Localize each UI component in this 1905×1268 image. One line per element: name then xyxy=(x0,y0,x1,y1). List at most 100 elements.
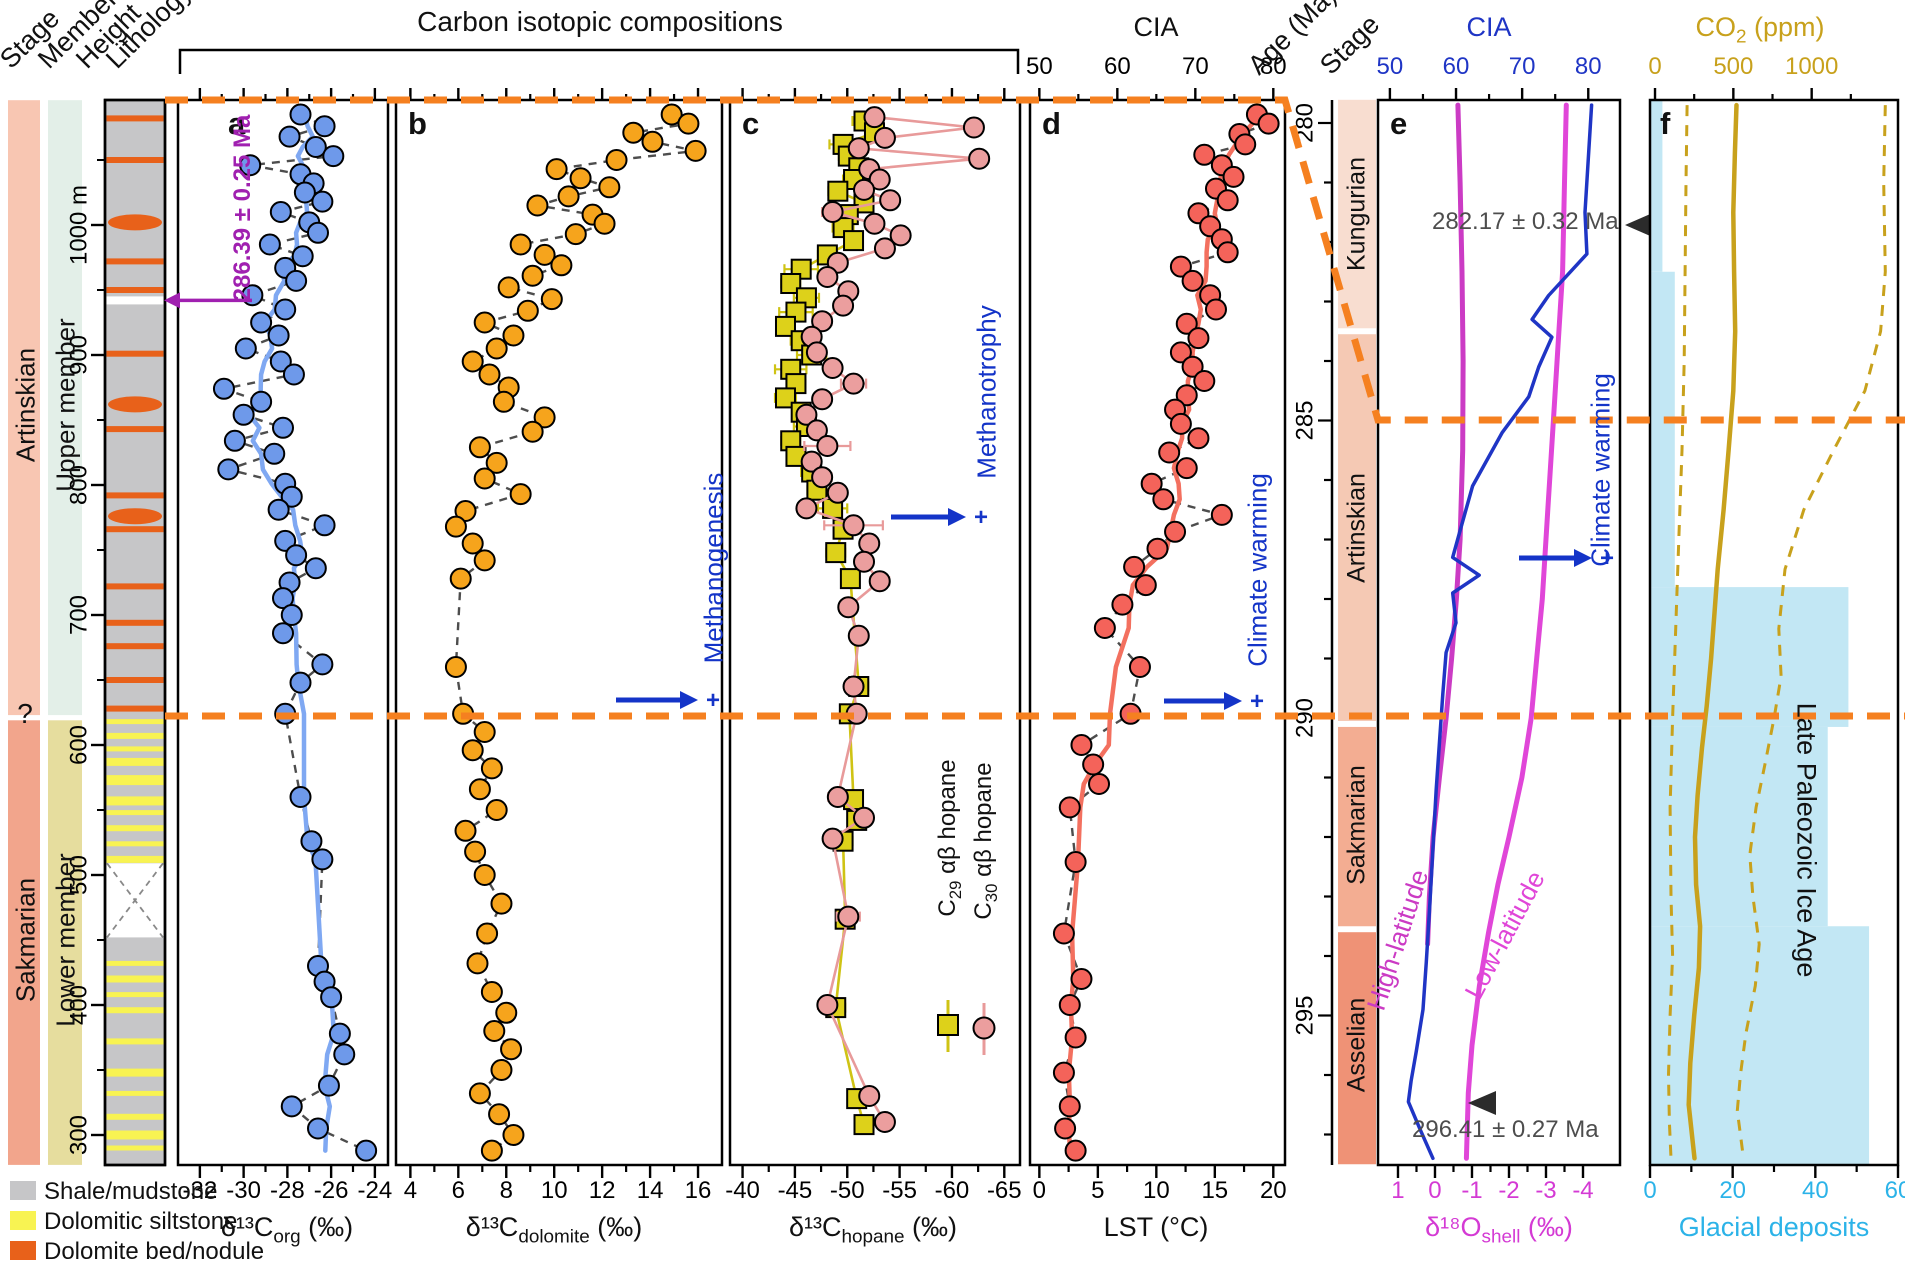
process-arrows: + + + + xyxy=(616,504,1614,715)
panel-d-letter: d xyxy=(1042,106,1061,141)
tick-label: 70 xyxy=(1182,53,1209,80)
panel-d xyxy=(1028,98,1287,1167)
height-tick-label: 400 xyxy=(65,985,92,1025)
tick-label: 12 xyxy=(589,1177,616,1204)
height-tick-label: 300 xyxy=(65,1115,92,1155)
tick-label: 0 xyxy=(1033,1177,1046,1204)
height-axis: 300 400 500 600 700 800 900 1000 m xyxy=(65,159,105,1155)
panel-a-xaxis-title: δ¹³Corg (‰) xyxy=(220,1212,354,1248)
tick-label: 80 xyxy=(1260,53,1287,80)
lithology-column xyxy=(103,98,167,1167)
tick-label: 80 xyxy=(1575,53,1602,80)
tick-label: -30 xyxy=(226,1177,261,1204)
tick-label: -28 xyxy=(270,1177,305,1204)
panel-c-legend xyxy=(937,1000,996,1055)
tick-label: 60 xyxy=(1443,53,1470,80)
tick-label: 0 xyxy=(1428,1177,1441,1204)
correlation-lines xyxy=(165,96,1905,720)
climate-warming-e-annotation: Climate warming xyxy=(1585,373,1616,567)
tick-label: 20 xyxy=(1260,1177,1287,1204)
tick-label: -40 xyxy=(725,1177,760,1204)
panel-f: 0 500 1000 0 20 40 60 xyxy=(1643,53,1905,1204)
tick-label: 4 xyxy=(404,1177,417,1204)
legend-swatch xyxy=(10,1211,36,1230)
panel-e-letter: e xyxy=(1390,106,1408,141)
tick-label: 0 xyxy=(1648,53,1661,80)
stage-artinskian-label: Artinskian xyxy=(10,347,41,463)
tick-label: 70 xyxy=(1509,53,1536,80)
age-tick-label: 285 xyxy=(1291,400,1318,440)
plus-glyph: + xyxy=(1250,688,1264,715)
tick-label: 500 xyxy=(1713,53,1753,80)
tick-label: 15 xyxy=(1201,1177,1228,1204)
panel-c-series-1 xyxy=(795,106,991,1133)
legend-swatch xyxy=(10,1241,36,1260)
tick-label: -4 xyxy=(1572,1177,1593,1204)
tick-label: -2 xyxy=(1498,1177,1519,1204)
legend-c30-hopane-label: C30 αβ hopane xyxy=(970,762,1001,920)
ash-arrowhead-icon xyxy=(164,292,180,309)
member-lower-label: Lower member xyxy=(50,853,81,1027)
tick-label: 20 xyxy=(1719,1177,1746,1204)
legend-c29-hopane-label: C29 αβ hopane xyxy=(934,759,965,917)
panel-b: 4 6 8 10 12 14 16 xyxy=(394,88,724,1204)
plus-glyph: + xyxy=(974,504,988,531)
ash-age-annotation: 286.39 ± 0.25 Ma xyxy=(229,114,256,302)
tick-label: 14 xyxy=(637,1177,664,1204)
age-bottom-triangle-icon xyxy=(1468,1091,1496,1115)
climate-warming-d-annotation: Climate warming xyxy=(1242,473,1273,667)
panel-a-letter: a xyxy=(228,106,246,141)
panel-f-co2-title: CO2 (ppm) xyxy=(1695,12,1825,48)
tick-label: 60 xyxy=(1104,53,1131,80)
tick-label: -1 xyxy=(1461,1177,1482,1204)
tick-label: 1 xyxy=(1391,1177,1404,1204)
tick-label: -55 xyxy=(882,1177,917,1204)
strat-columns xyxy=(8,100,82,1165)
methanogenesis-annotation: Methanogenesis xyxy=(698,472,729,664)
stage-boundary-query: ? xyxy=(17,698,33,729)
height-tick-label: 800 xyxy=(65,465,92,505)
legend-siltstone-label: Dolomitic siltstone xyxy=(44,1208,238,1235)
tick-label: 8 xyxy=(500,1177,513,1204)
legend-shale-label: Shale/mudstone xyxy=(44,1178,218,1205)
carbon-title-bracket xyxy=(178,48,1020,74)
age-tick-label: 295 xyxy=(1291,995,1318,1035)
height-tick-label: 600 xyxy=(65,725,92,765)
panel-c-letter: c xyxy=(742,106,760,141)
stage-e-kungurian-label: Kungurian xyxy=(1342,157,1371,271)
tick-label: 10 xyxy=(1143,1177,1170,1204)
panel-d-cia-title: CIA xyxy=(1133,12,1179,42)
height-tick-label: 900 xyxy=(65,335,92,375)
panel-e-cia-title: CIA xyxy=(1466,12,1512,42)
tick-label: -50 xyxy=(830,1177,865,1204)
tick-label: 16 xyxy=(685,1177,712,1204)
ash-arrow xyxy=(164,292,252,309)
tick-label: 0 xyxy=(1643,1177,1656,1204)
height-tick-label: 500 xyxy=(65,855,92,895)
legend-dolomite-label: Dolomite bed/nodule xyxy=(44,1238,265,1265)
tick-label: -60 xyxy=(935,1177,970,1204)
stage-e-sakmarian-label: Sakmarian xyxy=(1342,765,1371,885)
tick-label: -65 xyxy=(987,1177,1022,1204)
correlation-line-top xyxy=(165,96,1905,424)
panel-f-xaxis-title: Glacial deposits xyxy=(1678,1212,1870,1242)
methanotrophy-annotation: Methanotrophy xyxy=(971,305,1002,479)
tick-label: 10 xyxy=(541,1177,568,1204)
stage-e-asselian-label: Asselian xyxy=(1342,997,1371,1093)
tick-label: -32 xyxy=(183,1177,218,1204)
panel-c-xaxis-title: δ¹³Chopane (‰) xyxy=(788,1212,958,1248)
legend-swatch xyxy=(10,1181,36,1200)
height-tick-label: 700 xyxy=(65,595,92,635)
panel-e-xaxis-title: δ¹⁸Oshell (‰) xyxy=(1425,1212,1573,1248)
lith-legend-swatches xyxy=(10,1181,36,1260)
plus-glyph: + xyxy=(706,687,720,714)
member-upper-label: Upper member xyxy=(50,318,81,492)
stage-sakmarian-label: Sakmarian xyxy=(10,877,41,1003)
ice-age-label: Late Paleozoic Ice Age xyxy=(1791,702,1822,978)
tick-label: -26 xyxy=(314,1177,349,1204)
tick-label: 50 xyxy=(1377,53,1404,80)
plus-glyph: + xyxy=(1600,545,1614,572)
age-bottom-annotation: 296.41 ± 0.27 Ma xyxy=(1412,1116,1599,1143)
